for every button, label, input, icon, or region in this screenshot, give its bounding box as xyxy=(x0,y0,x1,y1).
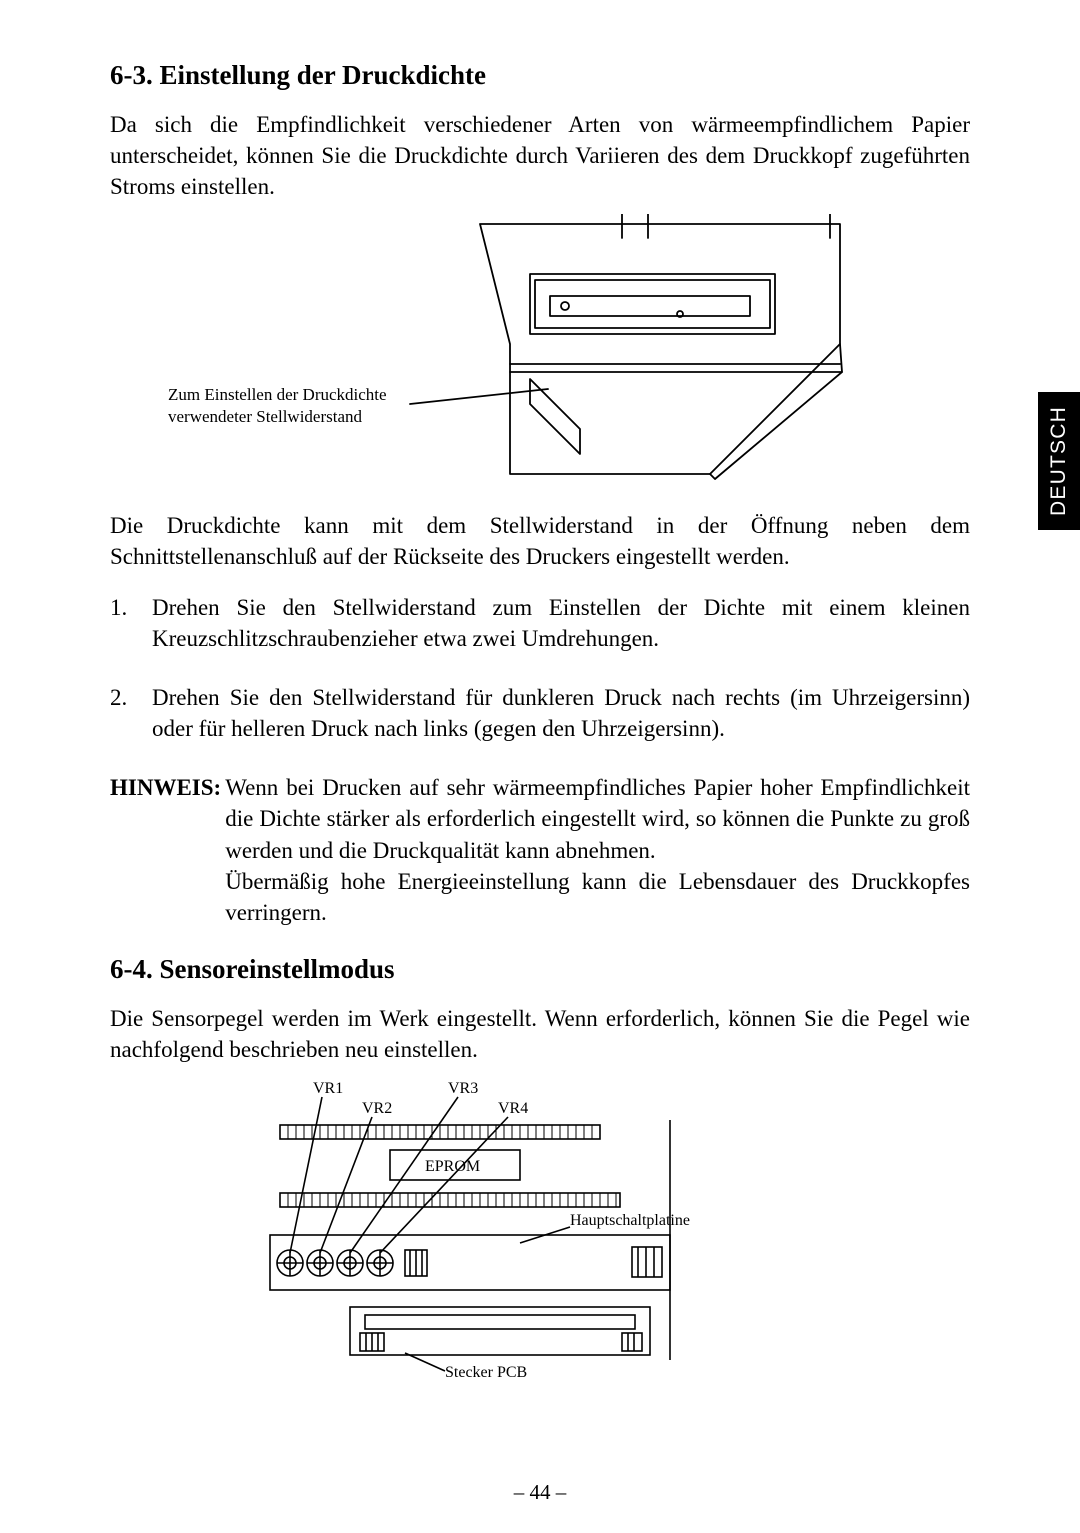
hinweis-block: HINWEIS: Wenn bei Drucken auf sehr wärme… xyxy=(110,772,970,927)
step-1-num: 1. xyxy=(110,592,152,654)
step-2-num: 2. xyxy=(110,682,152,744)
hinweis-text-1: Wenn bei Drucken auf sehr wärmeempfindli… xyxy=(225,775,970,862)
printer-diagram xyxy=(230,214,850,494)
hinweis-label: HINWEIS: xyxy=(110,772,225,927)
step-2-text: Drehen Sie den Stellwiderstand für dunkl… xyxy=(152,682,970,744)
label-vr1: VR1 xyxy=(313,1080,343,1097)
figure1-caption-line1: Zum Einstellen der Druckdichte xyxy=(168,385,387,404)
label-eprom: EPROM xyxy=(425,1158,480,1175)
step-1: 1. Drehen Sie den Stellwiderstand zum Ei… xyxy=(110,592,970,654)
step-2: 2. Drehen Sie den Stellwiderstand für du… xyxy=(110,682,970,744)
section-6-3-para2: Die Druckdichte kann mit dem Stellwiders… xyxy=(110,510,970,572)
hinweis-text-2: Übermäßig hohe Energieeinstellung kann d… xyxy=(225,869,970,925)
label-connector: Stecker PCB xyxy=(445,1364,527,1381)
label-vr2: VR2 xyxy=(362,1100,392,1117)
section-6-3-intro: Da sich die Empfindlichkeit verschiedene… xyxy=(110,109,970,202)
figure1-caption: Zum Einstellen der Druckdichte verwendet… xyxy=(168,384,387,428)
pcb-diagram: VR1 VR2 VR3 VR4 EPROM xyxy=(260,1075,820,1385)
section-6-3-title: 6-3. Einstellung der Druckdichte xyxy=(110,60,970,91)
language-tab: DEUTSCH xyxy=(1038,392,1080,530)
hinweis-text: Wenn bei Drucken auf sehr wärmeempfindli… xyxy=(225,772,970,927)
language-tab-text: DEUTSCH xyxy=(1047,406,1071,516)
step-1-text: Drehen Sie den Stellwiderstand zum Einst… xyxy=(152,592,970,654)
section-6-4-title: 6-4. Sensoreinstellmodus xyxy=(110,954,970,985)
label-mainboard: Hauptschaltplatine xyxy=(570,1212,690,1229)
label-vr4: VR4 xyxy=(498,1100,528,1117)
figure1-caption-line2: verwendeter Stellwiderstand xyxy=(168,407,362,426)
label-vr3: VR3 xyxy=(448,1080,478,1097)
section-6-4-intro: Die Sensorpegel werden im Werk eingestel… xyxy=(110,1003,970,1065)
page-number: – 44 – xyxy=(0,1480,1080,1505)
section-6-3-steps: 1. Drehen Sie den Stellwiderstand zum Ei… xyxy=(110,592,970,744)
